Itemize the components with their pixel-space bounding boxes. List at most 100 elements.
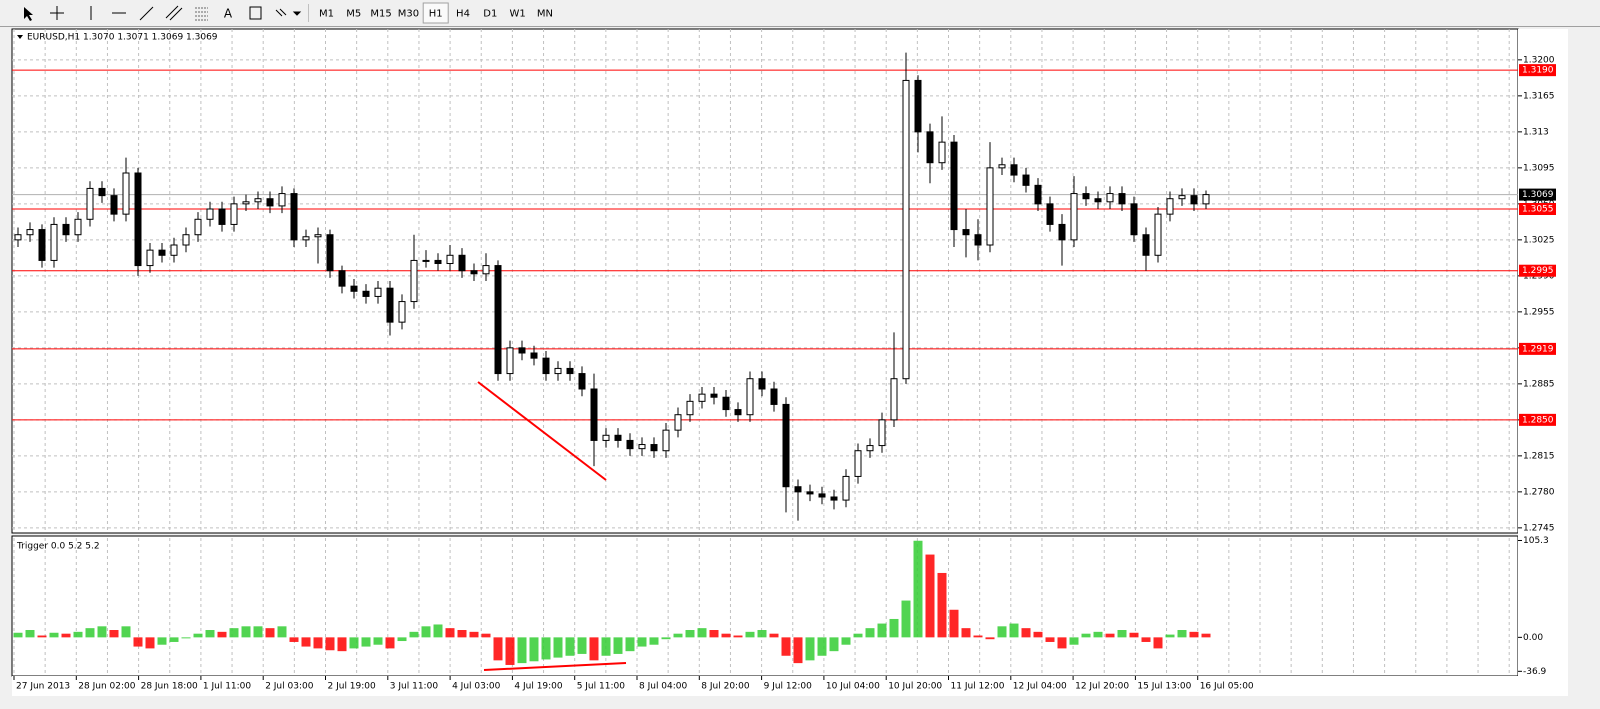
candle-body (722, 396, 730, 411)
timeframe-label[interactable]: H4 (456, 9, 470, 20)
histogram-bar (553, 637, 563, 658)
histogram-bar (589, 637, 599, 661)
y-tick-label: 1.313 (1523, 127, 1549, 137)
candle-body (902, 79, 910, 380)
candle-body (218, 208, 226, 225)
y-tick-label: 1.3095 (1523, 163, 1555, 173)
candle-body (1022, 174, 1030, 186)
histogram-bar (613, 637, 623, 654)
toolbar: A M1 M5 M15 M30 H1 H4 D1 W1 MN (0, 0, 1600, 27)
histogram-bar (529, 637, 539, 662)
candle-body (626, 439, 634, 450)
histogram-bar (325, 637, 335, 651)
candle-body (1058, 223, 1066, 241)
candle-body (362, 290, 370, 297)
timeframe-label[interactable]: M5 (346, 9, 361, 20)
level-label: 1.3055 (1522, 205, 1554, 215)
y-tick-label: 1.2745 (1523, 523, 1555, 533)
candle-body (1106, 193, 1114, 203)
timeframe-label[interactable]: D1 (483, 9, 497, 20)
histogram-bar (625, 637, 635, 652)
candle-body (674, 414, 682, 431)
x-tick-label: 9 Jul 12:00 (764, 682, 813, 692)
x-tick-label: 8 Jul 04:00 (639, 682, 688, 692)
histogram-bar (673, 633, 683, 638)
histogram-bar (361, 637, 371, 647)
histogram-bar (1105, 633, 1115, 638)
channel-tool[interactable] (165, 5, 183, 21)
timeframe-label[interactable]: M15 (370, 9, 391, 20)
histogram-bar (313, 637, 323, 649)
histogram-bar (829, 637, 839, 652)
y-tick-label: 1.3200 (1523, 55, 1555, 65)
timeframe-button[interactable] (422, 2, 449, 24)
x-tick-label: 28 Jun 02:00 (78, 682, 135, 692)
timeframe-label[interactable]: H1 (429, 9, 443, 20)
arrows-tool[interactable] (275, 8, 302, 17)
candle-body (794, 486, 802, 493)
histogram-bar (985, 637, 995, 640)
candle-body (146, 249, 154, 267)
candle-body (290, 193, 298, 241)
candle-body (914, 79, 922, 133)
histogram-bar (721, 633, 731, 638)
candle-body (446, 254, 454, 265)
candle-body (554, 367, 562, 375)
histogram-bar (901, 600, 911, 638)
histogram-bar (1201, 633, 1211, 638)
candle-body (170, 244, 178, 256)
y-tick-label: 105.3 (1523, 536, 1549, 546)
candle-body (422, 259, 430, 262)
histogram-bar (157, 637, 167, 645)
candle-body (1010, 164, 1018, 176)
candle-body (434, 259, 442, 265)
timeframe-label[interactable]: W1 (509, 9, 525, 20)
chart-window: 1.32001.31651.3131.30951.30601.30251.299… (11, 28, 1568, 696)
histogram-bar (241, 626, 251, 638)
histogram-bar (409, 631, 419, 638)
candle-body (1142, 234, 1150, 256)
histogram-bar (181, 637, 191, 639)
candle-body (458, 254, 466, 272)
x-tick-label: 11 Jul 12:00 (951, 682, 1005, 692)
label-tool[interactable] (249, 6, 262, 20)
timeframe-label[interactable]: M1 (319, 9, 334, 20)
crosshair-tool[interactable] (50, 6, 64, 20)
candle-body (110, 195, 118, 215)
text-tool[interactable]: A (224, 7, 233, 21)
histogram-bar (25, 630, 35, 638)
candle-body (890, 378, 898, 421)
trend-annotation (483, 662, 627, 671)
histogram-bar (577, 637, 587, 654)
histogram-bar (913, 540, 923, 638)
candle-body (962, 229, 970, 236)
trendline-tool[interactable] (139, 6, 154, 21)
x-tick-label: 1 Jul 11:00 (203, 682, 252, 692)
x-tick-label: 10 Jul 20:00 (888, 682, 942, 692)
histogram-bar (1117, 630, 1127, 638)
histogram-bar (805, 637, 815, 661)
histogram-bar (1033, 631, 1043, 638)
candle-body (410, 259, 418, 303)
candle-body (194, 218, 202, 236)
x-tick-label: 27 Jun 2013 (16, 682, 70, 692)
timeframe-label[interactable]: M30 (398, 9, 419, 20)
histogram-bar (925, 554, 935, 638)
histogram-bar (1009, 623, 1019, 638)
candle-body (494, 265, 502, 375)
candle-body (122, 172, 130, 215)
level-label: 1.3190 (1522, 66, 1554, 76)
candle-body (1070, 193, 1078, 241)
candle-body (950, 141, 958, 231)
x-tick-label: 12 Jul 04:00 (1013, 682, 1067, 692)
timeframe-label[interactable]: MN (537, 9, 553, 20)
histogram-bar (421, 626, 431, 638)
current-price-label: 1.3069 (1522, 190, 1554, 200)
cursor-tool[interactable] (24, 7, 33, 21)
fibo-tool[interactable] (195, 7, 208, 21)
histogram-bar (13, 632, 23, 638)
candle-body (650, 444, 658, 452)
histogram-bar (937, 572, 947, 638)
